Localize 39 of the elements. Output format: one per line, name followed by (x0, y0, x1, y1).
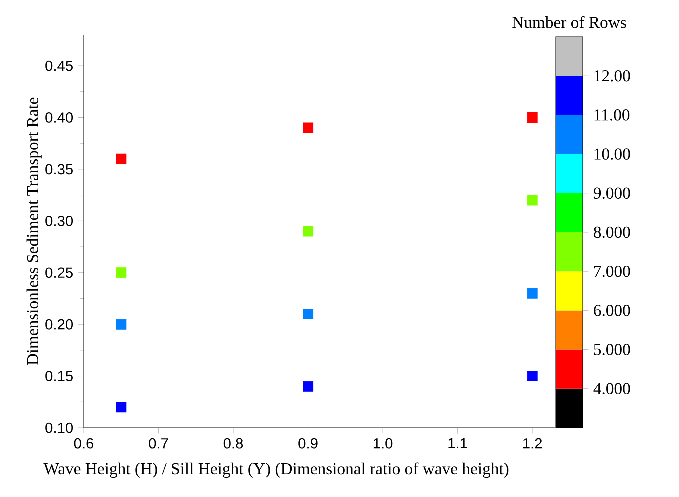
y-tick-label: 0.45 (46, 60, 73, 72)
color-bar-label: 11.00 (594, 110, 630, 121)
y-tick-label: 0.10 (46, 422, 74, 434)
point (116, 319, 127, 330)
x-tick-label: 0.6 (74, 438, 94, 449)
point (116, 154, 127, 164)
y-tick-label: 0.20 (46, 319, 74, 330)
color-bar-label: 9.000 (594, 188, 630, 200)
y-tick-label: 0.15 (46, 371, 73, 382)
y-tick-label: 0.25 (46, 268, 73, 278)
x-tick-label: 1.2 (523, 438, 542, 449)
point (527, 112, 538, 124)
x-tick-label: 0.9 (298, 438, 318, 449)
x-axis-title: Wave Height (H) / Sill Height (Y) (Dimensional ratio of wave height) (44, 462, 509, 478)
point (303, 381, 314, 392)
point (527, 288, 538, 299)
point (527, 195, 538, 206)
color-bar-title: Number of Rows (512, 16, 626, 28)
x-tick-label: 1.1 (448, 438, 468, 448)
x-tick-label: 0.7 (149, 438, 168, 449)
color-bar-label: 6.000 (594, 305, 630, 316)
color-bar-label: 8.000 (594, 226, 630, 238)
y-axis-title: Dimensionless Sediment Transport Rate (26, 98, 42, 366)
y-tick-label: 0.30 (46, 216, 74, 226)
color-bar-label: 5.000 (594, 344, 630, 356)
point (527, 371, 538, 382)
x-tick-label: 0.8 (224, 438, 244, 449)
point (116, 402, 127, 413)
point (303, 308, 314, 320)
point (303, 226, 314, 237)
color-bar-label: 7.000 (594, 266, 630, 278)
color-bar-label: 12.00 (594, 70, 630, 82)
point (303, 122, 314, 134)
color-bar-label: 4.000 (594, 383, 630, 395)
x-tick-label: 1.0 (374, 438, 393, 449)
color-bar-label: 10.00 (594, 148, 630, 160)
point (116, 268, 127, 278)
y-tick-label: 0.40 (46, 112, 74, 123)
y-tick-label: 0.35 (46, 164, 73, 175)
